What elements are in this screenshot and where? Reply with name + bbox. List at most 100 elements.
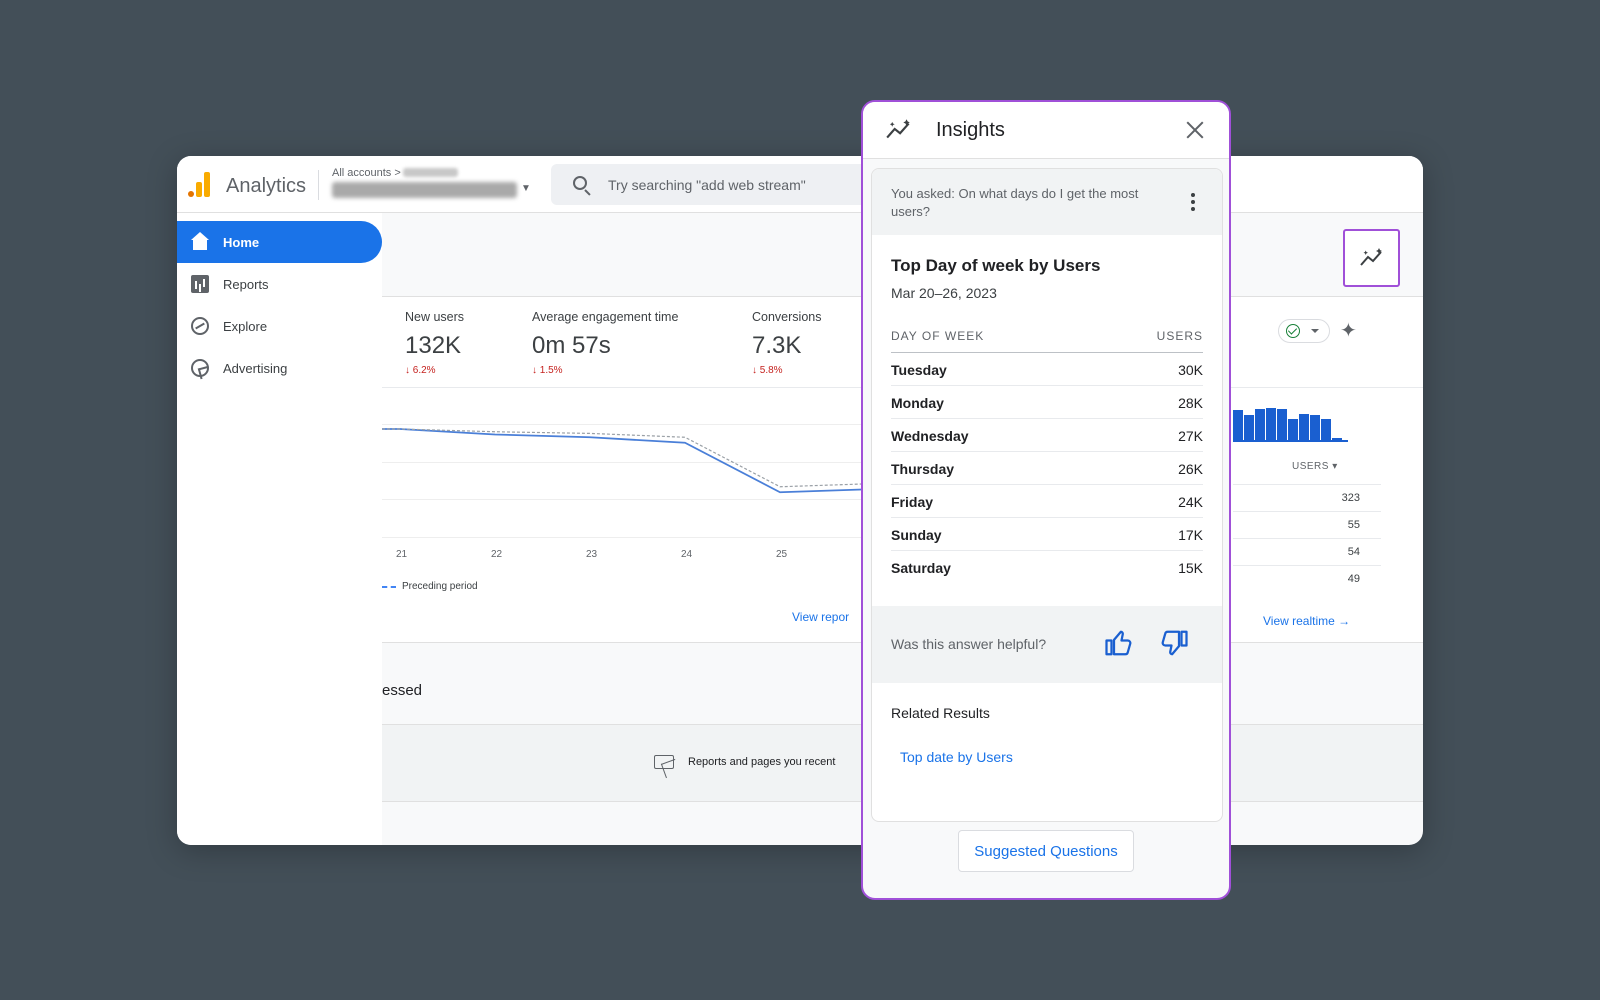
- result-date-range: Mar 20–26, 2023: [891, 285, 997, 301]
- thumbs-up-icon[interactable]: [1104, 628, 1134, 658]
- realtime-value: 323: [1341, 492, 1360, 504]
- view-realtime-link[interactable]: View realtime →: [1263, 614, 1351, 628]
- metric-engagement-time[interactable]: Average engagement time 0m 57s ↓ 1.5%: [532, 310, 678, 376]
- recently-accessed-title: essed: [382, 682, 423, 699]
- asked-question-bar: You asked: On what days do I get the mos…: [872, 169, 1222, 235]
- table-row: Tuesday 30K: [891, 353, 1203, 386]
- table-row: Monday 28K: [891, 386, 1203, 419]
- related-results-title: Related Results: [891, 705, 990, 721]
- row-users: 24K: [1178, 494, 1203, 510]
- row-users: 15K: [1178, 560, 1203, 576]
- row-day: Friday: [891, 494, 934, 510]
- property-dropdown-icon[interactable]: ▼: [521, 183, 531, 194]
- row-users: 28K: [1178, 395, 1203, 411]
- metric-change: ↓ 1.5%: [532, 365, 563, 376]
- divider: [1233, 565, 1381, 566]
- insights-title: Insights: [936, 119, 1005, 141]
- sidebar-item-advertising[interactable]: Advertising: [177, 347, 382, 389]
- metric-value: 7.3K: [752, 332, 802, 359]
- related-result-link[interactable]: Top date by Users: [900, 749, 1013, 765]
- sparkle-icon[interactable]: ✦: [1340, 320, 1357, 342]
- feedback-bar: Was this answer helpful?: [872, 606, 1222, 683]
- account-name-redacted: [403, 168, 458, 177]
- insights-panel: Insights You asked: On what days do I ge…: [861, 100, 1231, 900]
- search-bar[interactable]: Try searching "add web stream": [551, 164, 881, 205]
- table-row: Sunday 17K: [891, 518, 1203, 551]
- realtime-bar: [1266, 408, 1276, 441]
- series-line-preceding: [382, 428, 862, 488]
- sidebar-item-home[interactable]: Home: [177, 221, 382, 263]
- legend-dash-icon: [382, 585, 396, 588]
- more-options-icon[interactable]: [1191, 193, 1195, 211]
- row-day: Monday: [891, 395, 944, 411]
- data-quality-chip[interactable]: [1278, 319, 1330, 343]
- series-line-current: [382, 428, 862, 494]
- app-name: Analytics: [226, 175, 307, 197]
- realtime-bar: [1299, 414, 1309, 441]
- sidebar-item-label: Explore: [223, 318, 268, 334]
- explore-icon: [191, 317, 209, 335]
- top-bar: Analytics All accounts > ▼ Try searching…: [177, 156, 1423, 213]
- users-column-header[interactable]: USERS ▾: [1292, 461, 1338, 472]
- realtime-bar: [1255, 409, 1265, 441]
- sidebar-item-label: Home: [223, 234, 260, 250]
- sidebar: Home Reports Explore Advertising: [177, 213, 382, 845]
- close-icon[interactable]: [1185, 120, 1205, 140]
- sidebar-item-label: Advertising: [223, 360, 288, 376]
- row-users: 30K: [1178, 362, 1203, 378]
- reports-icon: [191, 275, 209, 293]
- result-title: Top Day of week by Users: [891, 256, 1101, 275]
- table-row: Thursday 26K: [891, 452, 1203, 485]
- home-icon: [191, 232, 209, 251]
- table-row: Saturday 15K: [891, 551, 1203, 584]
- divider: [318, 170, 319, 200]
- column-header-users: USERS: [1156, 329, 1203, 343]
- check-circle-icon: [1286, 324, 1300, 338]
- cursor-click-icon: [654, 755, 674, 769]
- search-input[interactable]: Try searching "add web stream": [608, 177, 806, 193]
- insights-button[interactable]: [1343, 229, 1400, 287]
- realtime-bar-chart: [1233, 405, 1342, 441]
- users-line-chart: [382, 428, 862, 494]
- row-users: 17K: [1178, 527, 1203, 543]
- thumbs-down-icon[interactable]: [1159, 628, 1189, 658]
- metric-value: 132K: [405, 332, 462, 359]
- realtime-value: 55: [1347, 519, 1360, 531]
- realtime-axis: [1233, 440, 1348, 442]
- grid-line: [382, 462, 862, 463]
- realtime-value: 49: [1347, 573, 1360, 585]
- metric-change: ↓ 6.2%: [405, 365, 436, 376]
- row-day: Wednesday: [891, 428, 969, 444]
- metric-value: 0m 57s: [532, 332, 611, 359]
- metric-label: Conversions: [752, 310, 822, 324]
- view-reports-link[interactable]: View repor: [792, 610, 850, 624]
- metric-new-users[interactable]: New users 132K ↓ 6.2%: [405, 310, 464, 376]
- grid-line: [382, 537, 862, 538]
- realtime-bar: [1277, 409, 1287, 441]
- realtime-bar: [1310, 415, 1320, 441]
- row-users: 26K: [1178, 461, 1203, 477]
- grid-line: [382, 424, 862, 425]
- insights-trend-icon: [1360, 248, 1382, 266]
- x-tick-label: 25: [776, 549, 788, 560]
- divider: [891, 352, 1203, 353]
- insights-trend-icon: [886, 119, 910, 139]
- x-tick-label: 24: [681, 549, 693, 560]
- x-tick-label: 21: [396, 549, 408, 560]
- analytics-logo-icon[interactable]: [187, 171, 213, 197]
- suggested-questions-button[interactable]: Suggested Questions: [958, 830, 1134, 872]
- analytics-window: Analytics All accounts > ▼ Try searching…: [177, 156, 1423, 845]
- insights-header: Insights: [863, 102, 1229, 159]
- table-row: Wednesday 27K: [891, 419, 1203, 452]
- sidebar-item-explore[interactable]: Explore: [177, 305, 382, 347]
- chevron-down-icon: [1311, 329, 1319, 333]
- feedback-question: Was this answer helpful?: [891, 636, 1047, 652]
- divider: [1233, 511, 1381, 512]
- sidebar-item-reports[interactable]: Reports: [177, 263, 382, 305]
- chart-legend: Preceding period: [382, 581, 478, 592]
- advertising-icon: [191, 359, 209, 377]
- asked-question: You asked: On what days do I get the mos…: [891, 186, 1139, 219]
- metric-conversions[interactable]: Conversions 7.3K ↓ 5.8%: [752, 310, 821, 376]
- accounts-breadcrumb[interactable]: All accounts >: [332, 167, 401, 179]
- property-selector-redacted[interactable]: [332, 182, 517, 198]
